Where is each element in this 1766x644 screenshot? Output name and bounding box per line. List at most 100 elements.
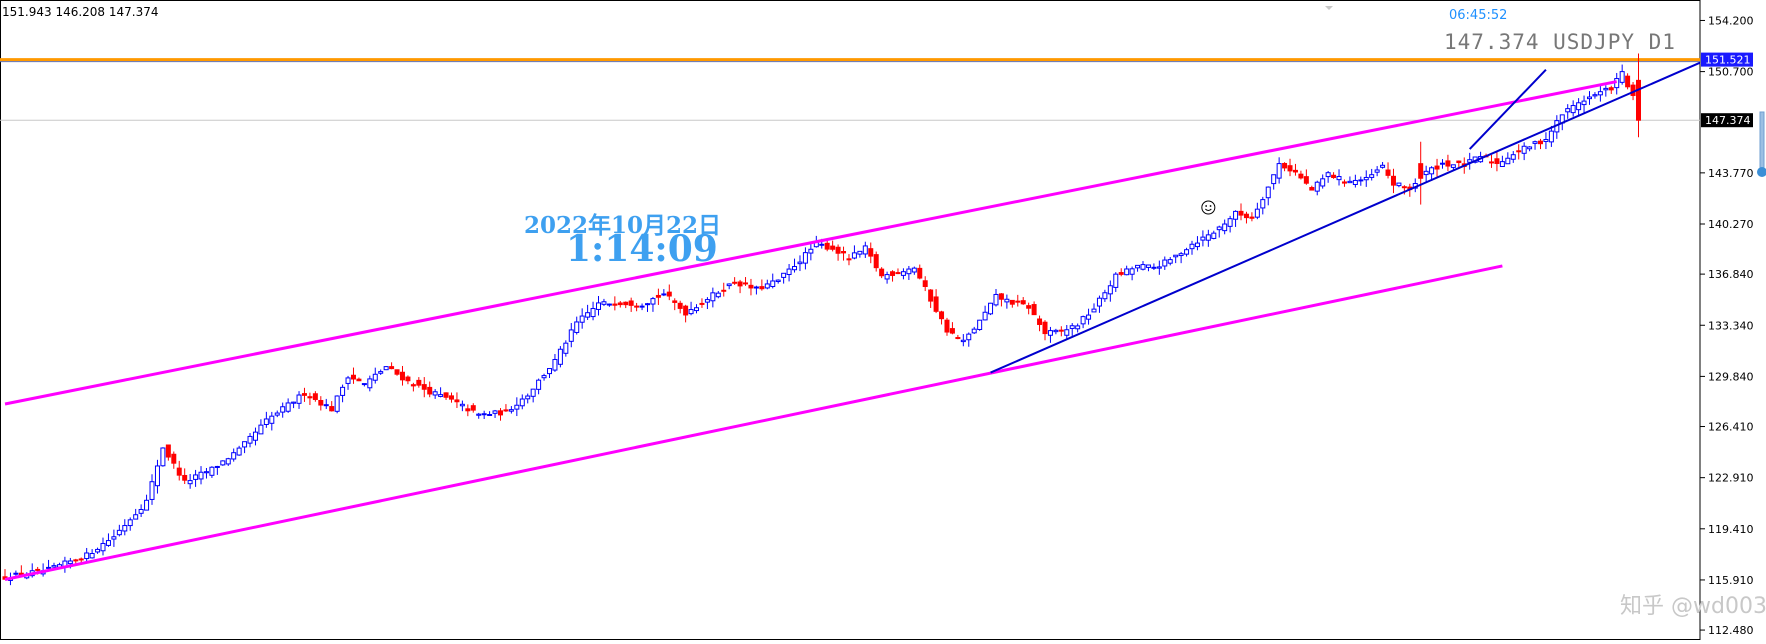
y-tick-label: 126.410 (1708, 421, 1754, 434)
bull-candle (193, 474, 199, 480)
y-tick-label: 140.270 (1708, 218, 1754, 231)
bear-candle (655, 294, 661, 298)
bull-candle (1189, 243, 1195, 250)
bear-candle (846, 258, 852, 261)
channel-upper-line[interactable] (4, 80, 1618, 406)
bear-candle (1026, 305, 1032, 309)
bear-candle (721, 289, 727, 292)
bull-candle (1162, 259, 1168, 267)
bull-candle (704, 299, 710, 303)
bear-candle (1249, 216, 1255, 219)
bull-candle (100, 542, 106, 552)
bull-candle (1380, 164, 1386, 168)
bull-candle (1347, 180, 1353, 184)
axis-scroll-bar[interactable] (1759, 111, 1765, 173)
bear-candle (737, 281, 743, 287)
smiley-eye-icon (1205, 205, 1208, 207)
bear-candle (394, 369, 400, 375)
bull-candle (280, 406, 286, 413)
bull-candle (966, 333, 972, 341)
bear-candle (1309, 187, 1315, 191)
bull-candle (133, 514, 139, 520)
bull-candle (296, 394, 302, 404)
bull-candle (851, 252, 857, 259)
bear-candle (1636, 79, 1641, 121)
bull-candle (1527, 146, 1533, 150)
bull-candle (884, 274, 890, 280)
bear-candle (1401, 186, 1407, 189)
bear-candle (949, 328, 955, 334)
bull-candle (1450, 164, 1456, 168)
bull-candle (323, 404, 329, 407)
bear-candle (421, 384, 427, 390)
bear-candle (329, 406, 335, 412)
bull-candle (982, 311, 988, 321)
bull-candle (209, 466, 215, 476)
bull-candle (367, 378, 373, 389)
bear-candle (1418, 163, 1424, 179)
trendline-short[interactable] (1468, 69, 1547, 150)
bull-candle (786, 268, 792, 275)
bull-candle (1396, 182, 1402, 187)
bull-candle (650, 298, 656, 305)
bear-candle (389, 366, 395, 370)
axis-scroll-handle[interactable] (1757, 167, 1766, 177)
bull-candle (1047, 330, 1053, 336)
bull-candle (1113, 273, 1119, 288)
bull-candle (988, 302, 994, 315)
bull-candle (601, 301, 607, 305)
y-tick-label: 150.700 (1708, 66, 1754, 79)
bull-candle (1597, 91, 1603, 96)
bull-candle (606, 303, 612, 306)
bull-candle (781, 272, 787, 278)
bull-candle (1592, 94, 1598, 97)
y-tick-label: 115.910 (1708, 574, 1754, 587)
bear-candle (933, 296, 939, 312)
bear-candle (939, 311, 945, 320)
bull-candle (1107, 285, 1113, 295)
server-clock: 06:45:52 (1449, 8, 1508, 23)
bull-candle (661, 293, 667, 296)
bull-candle (1140, 264, 1146, 270)
time-label: 1:14:09 (566, 228, 718, 270)
bull-candle (770, 280, 776, 287)
bear-candle (677, 302, 683, 309)
bull-candle (552, 359, 558, 371)
bear-candle (1537, 140, 1543, 145)
bear-candle (634, 305, 640, 308)
bull-candle (105, 540, 111, 546)
bull-candle (1053, 329, 1059, 333)
bear-candle (759, 286, 765, 290)
bull-candle (775, 279, 781, 282)
bull-candle (481, 413, 487, 416)
bull-candle (154, 465, 160, 487)
bull-candle (1363, 176, 1369, 181)
bull-candle (1565, 108, 1571, 113)
bear-candle (1341, 181, 1347, 184)
bull-candle (960, 339, 966, 343)
bull-candle (214, 465, 220, 468)
bear-candle (1456, 160, 1462, 164)
bull-candle (1200, 236, 1206, 241)
bear-candle (1303, 176, 1309, 184)
bear-candle (1009, 299, 1015, 305)
bear-candle (1015, 300, 1021, 303)
bull-candle (525, 395, 531, 400)
bull-candle (977, 319, 983, 330)
bull-candle (764, 283, 770, 289)
bull-candle (971, 328, 977, 334)
bull-candle (203, 471, 209, 474)
date-label: 2022年10月22日 (524, 212, 722, 239)
channel-lower-line[interactable] (4, 264, 1503, 581)
bull-candle (383, 366, 389, 371)
bear-candle (182, 474, 188, 481)
bear-candle (955, 337, 961, 340)
bull-candle (46, 566, 52, 569)
bull-candle (492, 410, 498, 414)
bear-candle (922, 280, 928, 287)
bull-candle (1233, 210, 1239, 220)
trendline-support[interactable] (990, 61, 1701, 374)
bull-candle (1265, 186, 1271, 199)
